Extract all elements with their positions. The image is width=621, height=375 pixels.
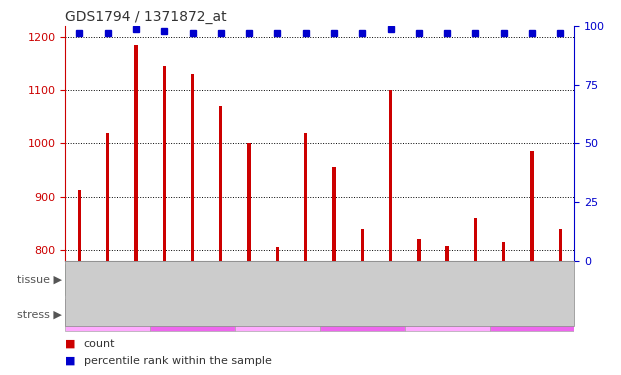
Bar <box>276 247 279 261</box>
Bar <box>474 218 477 261</box>
Bar <box>502 242 505 261</box>
Text: chronic stress: chronic stress <box>156 310 229 320</box>
Text: chronic stress: chronic stress <box>326 310 399 320</box>
Text: control: control <box>89 310 126 320</box>
FancyBboxPatch shape <box>235 299 320 331</box>
Bar <box>191 74 194 261</box>
FancyBboxPatch shape <box>320 299 405 331</box>
Text: stress ▶: stress ▶ <box>17 310 62 320</box>
FancyBboxPatch shape <box>405 264 574 295</box>
Bar <box>361 229 364 261</box>
Text: tissue ▶: tissue ▶ <box>17 274 62 284</box>
Text: hippocampus: hippocampus <box>452 274 527 284</box>
FancyBboxPatch shape <box>65 264 235 295</box>
Text: GDS1794 / 1371872_at: GDS1794 / 1371872_at <box>65 10 227 24</box>
Bar <box>389 90 392 261</box>
Bar <box>445 246 449 261</box>
FancyBboxPatch shape <box>65 299 150 331</box>
Text: control: control <box>259 310 296 320</box>
Text: chronic stress: chronic stress <box>496 310 568 320</box>
Bar <box>530 152 533 261</box>
Text: percentile rank within the sample: percentile rank within the sample <box>84 356 272 366</box>
FancyBboxPatch shape <box>405 299 489 331</box>
Text: ■: ■ <box>65 356 76 366</box>
Bar <box>163 66 166 261</box>
FancyBboxPatch shape <box>235 264 405 295</box>
Bar <box>78 190 81 261</box>
Text: cortex: cortex <box>132 274 168 284</box>
Bar <box>558 229 562 261</box>
Text: control: control <box>429 310 465 320</box>
FancyBboxPatch shape <box>489 299 574 331</box>
Text: count: count <box>84 339 116 349</box>
Bar <box>417 239 420 261</box>
Bar <box>332 167 336 261</box>
Bar <box>247 144 251 261</box>
Bar <box>304 133 307 261</box>
Text: ■: ■ <box>65 339 76 349</box>
Bar <box>134 45 138 261</box>
FancyBboxPatch shape <box>150 299 235 331</box>
Bar <box>219 106 222 261</box>
Text: amygdala: amygdala <box>292 274 348 284</box>
Bar <box>106 133 109 261</box>
